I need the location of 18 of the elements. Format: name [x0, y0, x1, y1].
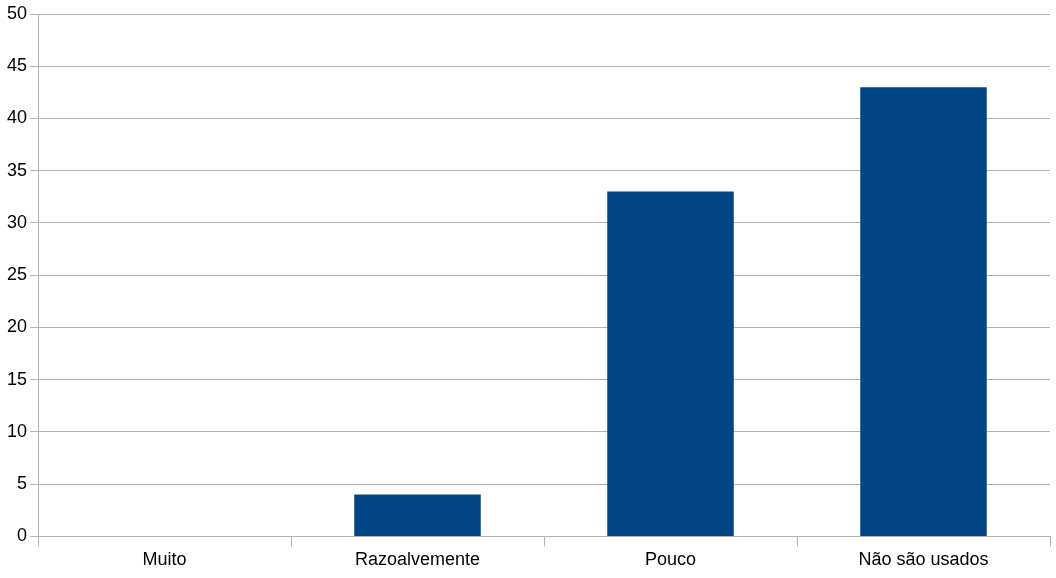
- x-tick-label: Muito: [142, 549, 187, 570]
- y-tick-label: 30: [6, 211, 28, 232]
- bar: [607, 191, 734, 536]
- y-tick-label: 10: [6, 420, 28, 441]
- y-tick-label: 35: [6, 159, 28, 180]
- y-tick-label: 45: [6, 55, 28, 76]
- x-tick-label: Razoalvemente: [354, 549, 481, 570]
- x-tick-label: Pouco: [644, 549, 697, 570]
- y-tick-label: 50: [6, 2, 28, 23]
- y-tick-label: 0: [17, 525, 28, 546]
- y-tick-label: 5: [17, 473, 28, 494]
- y-tick-label: 40: [6, 107, 28, 128]
- y-tick-label: 15: [6, 368, 28, 389]
- y-tick-label: 20: [6, 316, 28, 337]
- bar: [354, 494, 481, 536]
- y-tick-label: 25: [6, 264, 28, 285]
- bar: [860, 87, 987, 536]
- x-tick-label: Não são usados: [858, 549, 989, 570]
